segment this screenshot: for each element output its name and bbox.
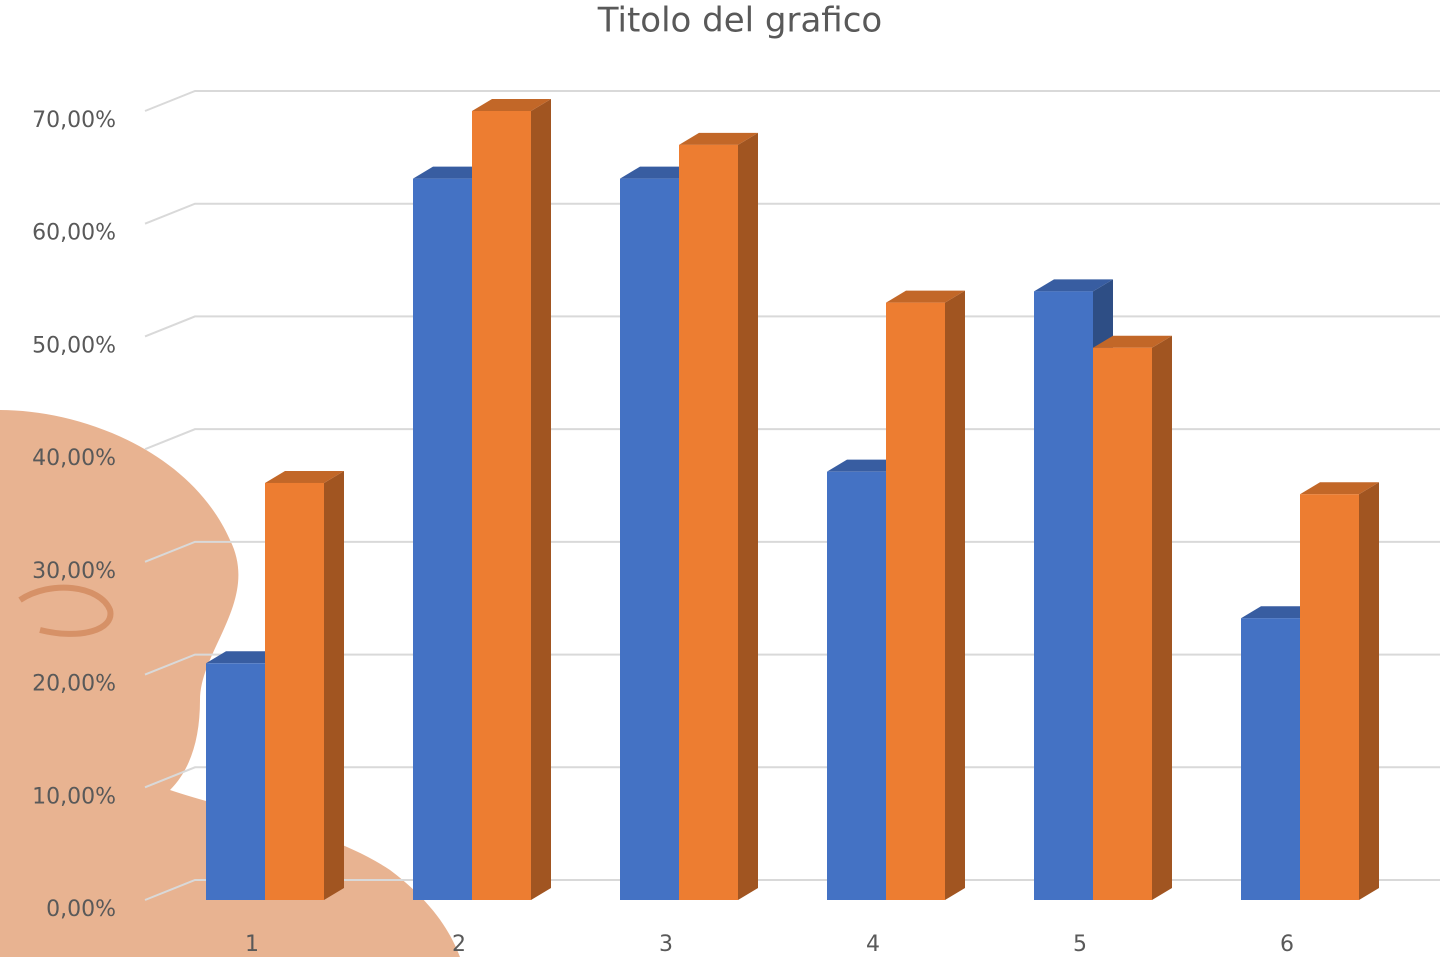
bar-side xyxy=(945,290,965,901)
bar-front xyxy=(620,178,679,901)
bar xyxy=(679,132,758,901)
bar xyxy=(1300,482,1379,900)
y-tick-label: 40,00% xyxy=(32,446,116,471)
x-tick-label: 1 xyxy=(245,932,259,957)
bar xyxy=(1093,335,1172,900)
bar-front xyxy=(1300,494,1359,900)
grid-line xyxy=(144,315,1440,338)
x-tick-label: 5 xyxy=(1073,932,1087,957)
x-tick-label: 6 xyxy=(1280,932,1294,957)
x-tick-label: 4 xyxy=(866,932,880,957)
bar-front xyxy=(206,663,265,900)
bar xyxy=(472,99,551,900)
bar-top xyxy=(472,99,551,111)
bar-front xyxy=(472,111,531,900)
bar xyxy=(886,290,965,901)
bar-side xyxy=(531,99,551,900)
bar-top xyxy=(1093,335,1172,348)
bar-front xyxy=(827,471,886,900)
y-tick-label: 10,00% xyxy=(32,784,116,809)
y-tick-label: 30,00% xyxy=(32,559,116,584)
background-figure xyxy=(0,410,460,957)
grid-line xyxy=(144,879,1440,901)
bar-front xyxy=(1093,347,1152,900)
y-tick-label: 60,00% xyxy=(32,221,116,246)
bar-side xyxy=(738,132,758,901)
bar-side xyxy=(324,470,344,900)
bar-side xyxy=(1152,335,1172,900)
bar-front xyxy=(1034,291,1093,900)
bar-front xyxy=(413,178,472,901)
grid-line xyxy=(144,766,1440,789)
y-tick-label: 70,00% xyxy=(32,108,116,133)
bar xyxy=(265,470,344,900)
grid-line xyxy=(144,540,1440,563)
grid-line xyxy=(144,428,1440,451)
bar-top xyxy=(1300,482,1379,495)
y-tick-label: 0,00% xyxy=(46,897,116,922)
x-tick-label: 2 xyxy=(452,932,466,957)
bar-front xyxy=(886,302,945,901)
grid-line xyxy=(144,653,1440,676)
bar-front xyxy=(265,482,324,900)
x-tick-label: 3 xyxy=(659,932,673,957)
y-tick-label: 20,00% xyxy=(32,672,116,697)
bar-front xyxy=(1241,618,1300,900)
bar-front xyxy=(679,144,738,901)
grid-line xyxy=(144,202,1440,225)
chart-title: Titolo del grafico xyxy=(597,1,882,41)
bar-side xyxy=(1359,482,1379,900)
bar-top xyxy=(265,470,344,483)
bar-top xyxy=(1034,279,1113,292)
grid-line xyxy=(144,90,1440,112)
bar-top xyxy=(886,290,965,303)
y-tick-label: 50,00% xyxy=(32,333,116,358)
background-figure-detail xyxy=(18,584,114,637)
bar-top xyxy=(679,132,758,145)
